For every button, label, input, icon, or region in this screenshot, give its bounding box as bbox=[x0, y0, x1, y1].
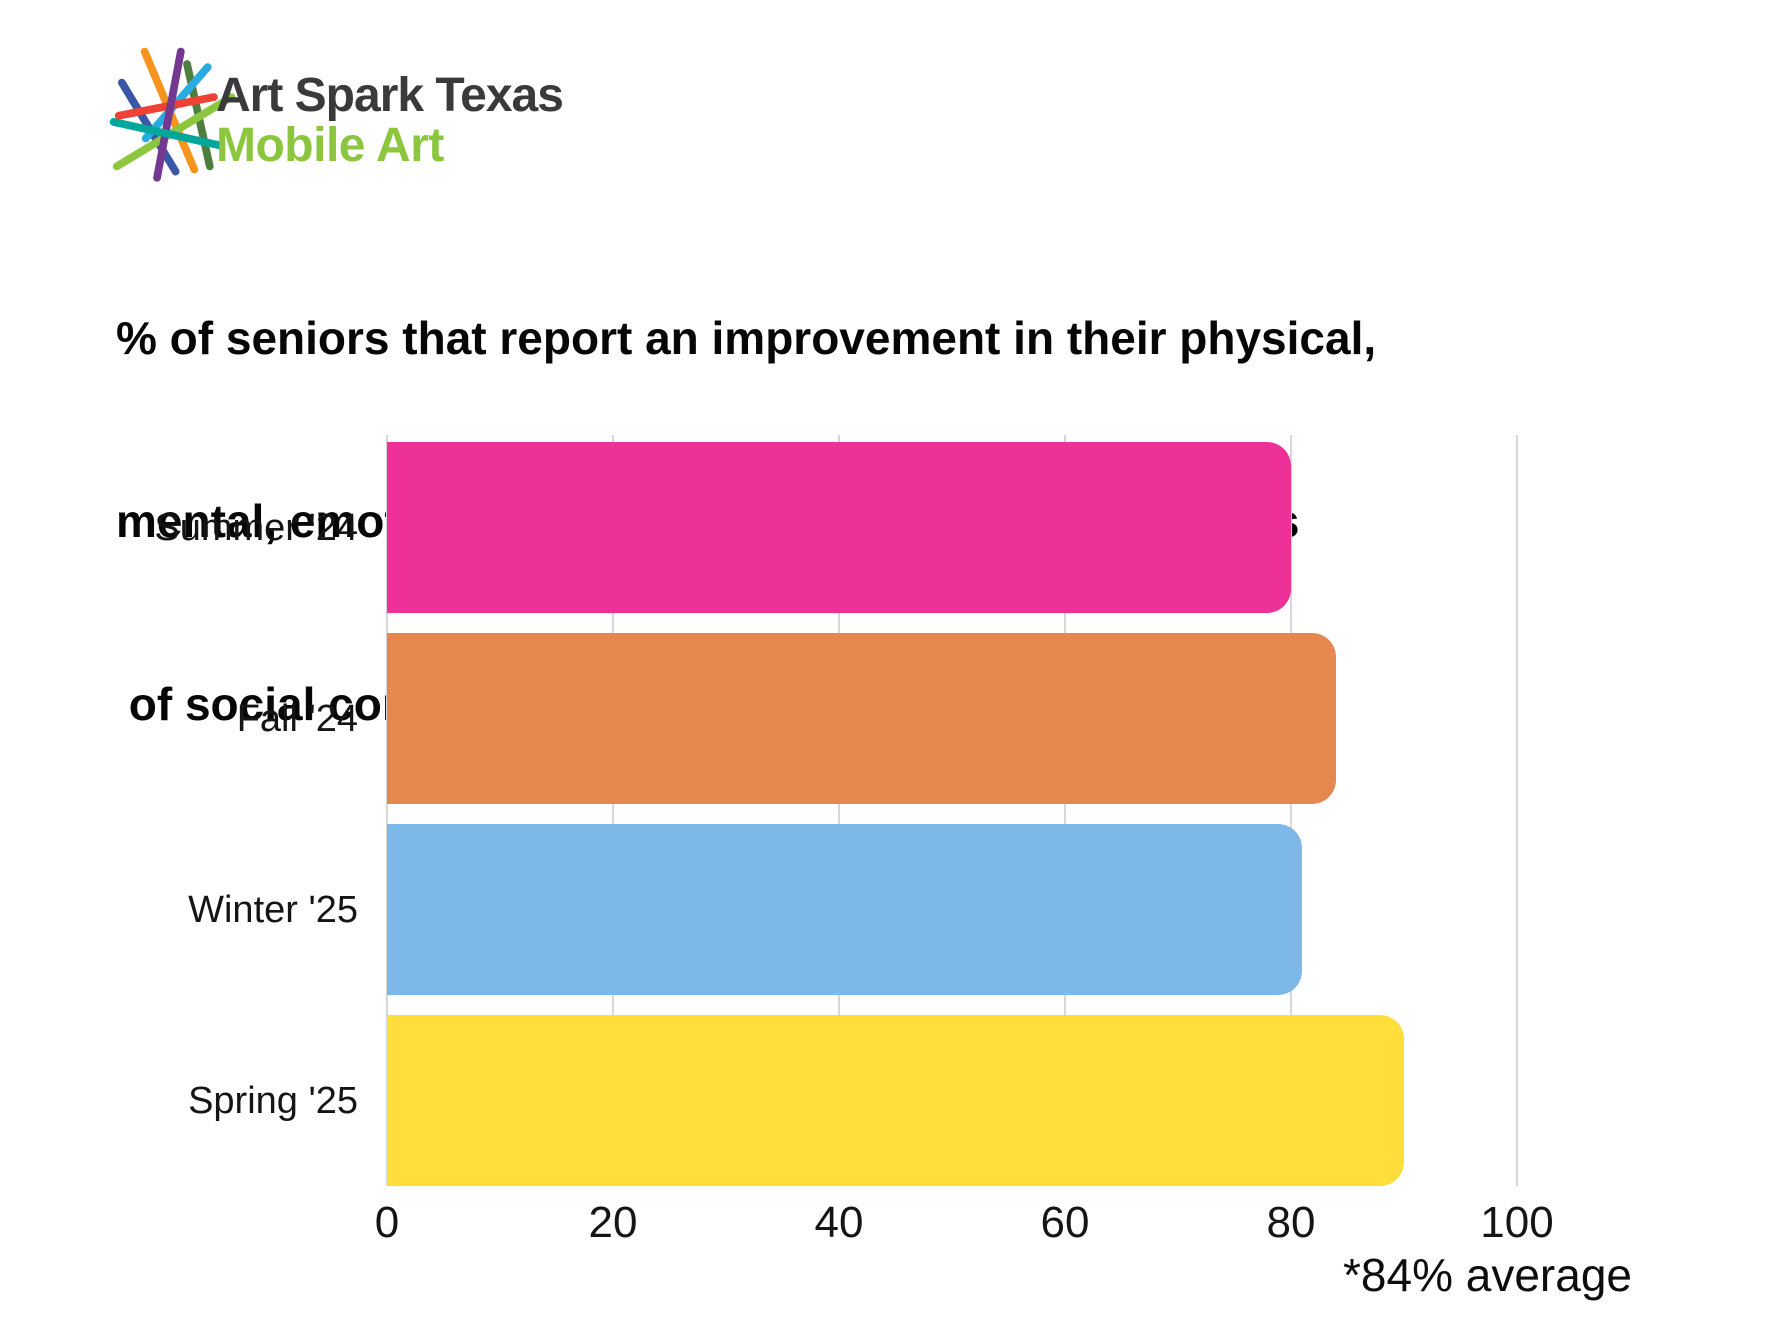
category-label-fall-24: Fall '24 bbox=[236, 697, 358, 740]
x-tick-label-20: 20 bbox=[588, 1198, 638, 1247]
purple-stick bbox=[153, 47, 185, 182]
gridline-20 bbox=[612, 435, 614, 1186]
bar-spring-25 bbox=[387, 1015, 1404, 1186]
gridline-100 bbox=[1516, 435, 1518, 1186]
gridline-0 bbox=[386, 435, 388, 1186]
starburst-icon bbox=[109, 47, 236, 182]
plot-area bbox=[386, 435, 1518, 1186]
x-tick-label-0: 0 bbox=[374, 1198, 400, 1247]
gridline-40 bbox=[838, 435, 840, 1186]
category-label-winter-25: Winter '25 bbox=[188, 888, 358, 931]
x-tick-label-80: 80 bbox=[1266, 1198, 1316, 1247]
x-tick-label-60: 60 bbox=[1040, 1198, 1090, 1247]
category-label-summer-24: Summer '24 bbox=[154, 506, 358, 549]
red-stick bbox=[114, 93, 218, 120]
x-tick-label-100: 100 bbox=[1480, 1198, 1554, 1247]
bar-fall-24 bbox=[387, 633, 1337, 804]
teal-stick bbox=[109, 118, 226, 150]
category-label-spring-25: Spring '25 bbox=[188, 1079, 358, 1122]
logo-title: Art Spark Texas bbox=[216, 69, 564, 122]
gridline-60 bbox=[1064, 435, 1066, 1186]
logo-subtitle: Mobile Art bbox=[216, 119, 444, 172]
bar-summer-24 bbox=[387, 442, 1291, 613]
gridline-80 bbox=[1290, 435, 1292, 1186]
x-tick-label-40: 40 bbox=[814, 1198, 864, 1247]
chart-title-line-1: % of seniors that report an improvement … bbox=[116, 312, 1377, 364]
average-annotation: *84% average bbox=[1343, 1249, 1632, 1301]
bar-winter-25 bbox=[387, 824, 1303, 995]
